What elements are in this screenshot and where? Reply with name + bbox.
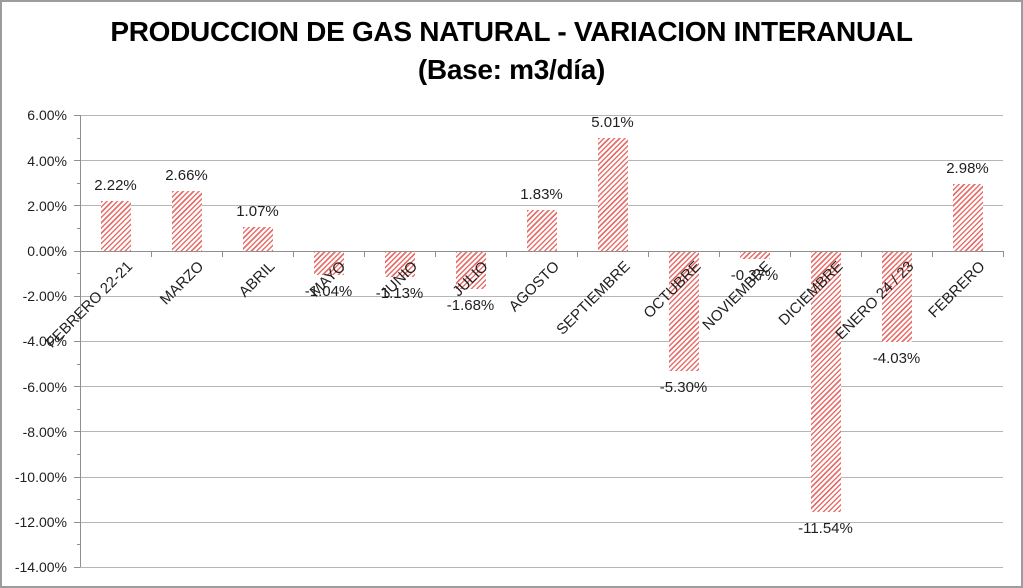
y-axis-label: -6.00% bbox=[22, 378, 67, 395]
data-label: -1.04% bbox=[304, 282, 353, 300]
bar bbox=[597, 137, 628, 251]
y-axis-label: 6.00% bbox=[27, 107, 67, 124]
chart-title-line1: PRODUCCION DE GAS NATURAL - VARIACION IN… bbox=[110, 16, 913, 47]
y-minor-tick bbox=[77, 408, 80, 410]
y-major-tick bbox=[74, 205, 80, 207]
y-axis-label: -10.00% bbox=[14, 469, 67, 485]
y-axis-label: -12.00% bbox=[14, 514, 67, 531]
data-label: 2.98% bbox=[946, 159, 989, 177]
data-label: -4.03% bbox=[872, 350, 921, 368]
y-axis-label: -14.00% bbox=[14, 559, 67, 576]
category-tick bbox=[931, 251, 933, 257]
y-gridline bbox=[80, 566, 1003, 568]
category-label: FEBRERO bbox=[925, 258, 989, 322]
y-minor-tick bbox=[77, 227, 80, 229]
category-label: SEPTIEMBRE bbox=[553, 258, 634, 339]
category-label: AGOSTO bbox=[505, 258, 563, 316]
y-gridline bbox=[80, 386, 1003, 388]
bar bbox=[668, 251, 699, 371]
y-major-tick bbox=[74, 340, 80, 342]
category-tick bbox=[718, 251, 720, 257]
data-label: -1.68% bbox=[446, 296, 495, 314]
data-label: 2.22% bbox=[94, 176, 137, 194]
data-label: 1.83% bbox=[520, 185, 563, 203]
y-major-tick bbox=[74, 114, 80, 116]
y-major-tick bbox=[74, 386, 80, 388]
y-major-tick bbox=[74, 521, 80, 523]
y-axis-label: -8.00% bbox=[22, 423, 67, 440]
category-tick bbox=[221, 251, 223, 257]
y-major-tick bbox=[74, 476, 80, 478]
y-gridline bbox=[80, 521, 1003, 523]
data-label: -11.54% bbox=[798, 519, 853, 537]
bar bbox=[952, 183, 983, 251]
bar bbox=[171, 190, 202, 251]
y-minor-tick bbox=[77, 318, 80, 320]
category-tick bbox=[292, 251, 294, 257]
category-tick bbox=[505, 251, 507, 257]
value-axis-line bbox=[79, 115, 81, 568]
category-tick bbox=[150, 251, 152, 257]
category-label: MARZO bbox=[157, 258, 208, 309]
y-major-tick bbox=[74, 431, 80, 433]
y-axis-label: -4.00% bbox=[22, 333, 67, 350]
bar bbox=[881, 251, 912, 343]
y-gridline bbox=[80, 476, 1003, 478]
y-minor-tick bbox=[77, 137, 80, 139]
category-label: ABRIL bbox=[235, 258, 279, 301]
category-tick bbox=[1002, 251, 1004, 257]
bar bbox=[810, 251, 841, 512]
bar bbox=[100, 200, 131, 251]
y-axis-label: 0.00% bbox=[27, 243, 67, 259]
bar bbox=[739, 251, 770, 260]
y-major-tick bbox=[74, 250, 80, 252]
y-minor-tick bbox=[77, 544, 80, 546]
y-minor-tick bbox=[77, 453, 80, 455]
data-label: 2.66% bbox=[165, 166, 208, 184]
data-label: -5.30% bbox=[659, 378, 708, 396]
y-minor-tick bbox=[77, 182, 80, 184]
y-gridline bbox=[80, 340, 1003, 342]
category-tick bbox=[576, 251, 578, 257]
y-gridline bbox=[80, 295, 1003, 297]
y-major-tick bbox=[74, 295, 80, 297]
chart-title: PRODUCCION DE GAS NATURAL - VARIACION IN… bbox=[0, 13, 1023, 89]
data-label: 1.07% bbox=[236, 202, 279, 220]
data-label: -1.13% bbox=[375, 284, 424, 302]
y-major-tick bbox=[74, 566, 80, 568]
category-tick bbox=[434, 251, 436, 257]
y-minor-tick bbox=[77, 499, 80, 501]
y-gridline bbox=[80, 114, 1003, 116]
bar bbox=[313, 251, 344, 275]
y-axis-label: 2.00% bbox=[27, 197, 67, 214]
bar bbox=[455, 251, 486, 289]
y-gridline bbox=[80, 431, 1003, 433]
data-label: -0.37% bbox=[730, 267, 779, 285]
bar bbox=[526, 209, 557, 251]
category-tick bbox=[363, 251, 365, 257]
category-axis-line bbox=[80, 250, 1003, 252]
y-gridline bbox=[80, 160, 1003, 162]
bar bbox=[384, 251, 415, 277]
category-tick bbox=[789, 251, 791, 257]
y-axis-label: -2.00% bbox=[22, 288, 67, 305]
data-label: 5.01% bbox=[591, 113, 634, 131]
y-minor-tick bbox=[77, 273, 80, 275]
category-tick bbox=[647, 251, 649, 257]
y-gridline bbox=[80, 205, 1003, 207]
y-major-tick bbox=[74, 160, 80, 162]
y-minor-tick bbox=[77, 363, 80, 365]
y-axis-label: 4.00% bbox=[27, 152, 67, 169]
chart-title-line2: (Base: m3/día) bbox=[417, 54, 606, 85]
bar bbox=[242, 226, 273, 251]
category-tick bbox=[860, 251, 862, 257]
